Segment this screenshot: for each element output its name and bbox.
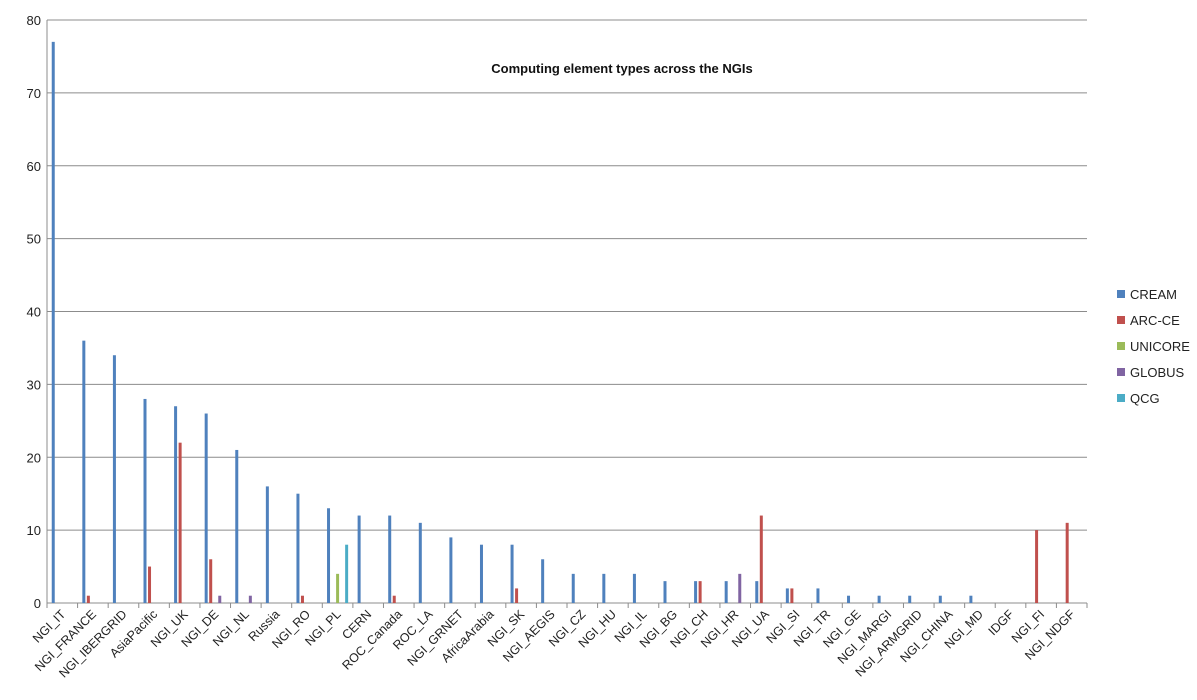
bar-cream-ngi_ua: [755, 581, 759, 603]
bar-cream-cern: [357, 515, 361, 603]
legend-label-qcg: QCG: [1130, 391, 1160, 406]
bar-cream-ngi_aegis: [541, 559, 545, 603]
y-tick-label: 10: [27, 523, 41, 538]
legend-swatch-globus: [1117, 368, 1125, 376]
bar-cream-ngi_md: [969, 595, 973, 603]
y-tick-label: 80: [27, 13, 41, 28]
legend: CREAM ARC-CE UNICORE GLOBUS QCG: [1117, 287, 1190, 406]
bar-cream-ngi_sk: [510, 544, 514, 603]
bar-cream-ngi_ge: [847, 595, 851, 603]
gridlines: [47, 19, 1087, 531]
bar-cream-ngi_uk: [174, 406, 178, 603]
bar-cream-ngi_cz: [571, 573, 575, 603]
bar-cream-asiapacific: [143, 398, 147, 603]
bar-arc-ce-ngi_uk: [178, 442, 182, 603]
bar-arc-ce-ngi_ch: [698, 581, 702, 603]
bar-arc-ce-asiapacific: [148, 566, 152, 603]
bar-arc-ce-ngi_fi: [1035, 530, 1039, 604]
bars: [51, 41, 1069, 604]
bar-arc-ce-ngi_si: [790, 588, 794, 603]
bar-cream-roc_canada: [388, 515, 392, 603]
y-axis-ticks: 0 10 20 30 40 50 60 70 80: [27, 13, 41, 611]
y-tick-label: 30: [27, 377, 41, 392]
bar-cream-roc_la: [418, 522, 422, 603]
y-tick-label: 40: [27, 305, 41, 320]
bar-cream-ngi_grnet: [449, 537, 453, 603]
y-tick-label: 60: [27, 159, 41, 174]
bar-cream-ngi_si: [785, 588, 789, 603]
bar-cream-africaarabia: [479, 544, 483, 603]
bar-unicore-ngi_pl: [336, 573, 340, 603]
bar-cream-ngi_de: [204, 413, 208, 603]
bar-arc-ce-roc_canada: [392, 595, 396, 603]
bar-cream-ngi_ch: [694, 581, 698, 603]
bar-cream-ngi_ro: [296, 493, 300, 603]
chart-title: Computing element types across the NGIs: [491, 61, 753, 76]
bar-cream-ngi_ibergrid: [112, 355, 116, 603]
bar-cream-ngi_hu: [602, 573, 606, 603]
bar-arc-ce-ngi_ndgf: [1065, 522, 1069, 603]
legend-swatch-arc-ce: [1117, 316, 1125, 324]
bar-globus-ngi_de: [218, 595, 222, 603]
bar-cream-ngi_france: [82, 340, 86, 603]
x-axis-labels: NGI_ITNGI_FRANCENGI_IBERGRIDAsiaPacificN…: [30, 607, 1078, 681]
legend-swatch-cream: [1117, 290, 1125, 298]
bar-cream-ngi_margi: [877, 595, 881, 603]
bar-cream-ngi_nl: [235, 449, 239, 603]
bar-arc-ce-ngi_sk: [515, 588, 519, 603]
bar-arc-ce-ngi_ro: [300, 595, 304, 603]
legend-swatch-qcg: [1117, 394, 1125, 402]
y-tick-label: 20: [27, 450, 41, 465]
bar-cream-ngi_china: [938, 595, 942, 603]
y-tick-label: 70: [27, 86, 41, 101]
bar-cream-ngi_hr: [724, 581, 728, 603]
bar-cream-russia: [265, 486, 269, 603]
y-tick-label: 50: [27, 232, 41, 247]
bar-cream-ngi_armgrid: [908, 595, 912, 603]
bar-globus-ngi_nl: [248, 595, 252, 603]
bar-globus-ngi_hr: [738, 573, 742, 603]
bar-cream-ngi_it: [51, 41, 55, 604]
legend-label-globus: GLOBUS: [1130, 365, 1185, 380]
bar-cream-ngi_bg: [663, 581, 667, 603]
bar-qcg-ngi_pl: [345, 544, 349, 603]
x-axis-tick-marks: [46, 603, 1088, 608]
bar-arc-ce-ngi_de: [209, 559, 213, 603]
bar-arc-ce-ngi_france: [86, 595, 90, 603]
bar-arc-ce-ngi_ua: [759, 515, 763, 603]
bar-cream-ngi_pl: [327, 508, 331, 603]
legend-swatch-unicore: [1117, 342, 1125, 350]
bar-cream-ngi_tr: [816, 588, 820, 603]
legend-label-cream: CREAM: [1130, 287, 1177, 302]
bar-cream-ngi_il: [632, 573, 636, 603]
legend-label-unicore: UNICORE: [1130, 339, 1190, 354]
legend-label-arc-ce: ARC-CE: [1130, 313, 1180, 328]
y-tick-label: 0: [34, 596, 41, 611]
